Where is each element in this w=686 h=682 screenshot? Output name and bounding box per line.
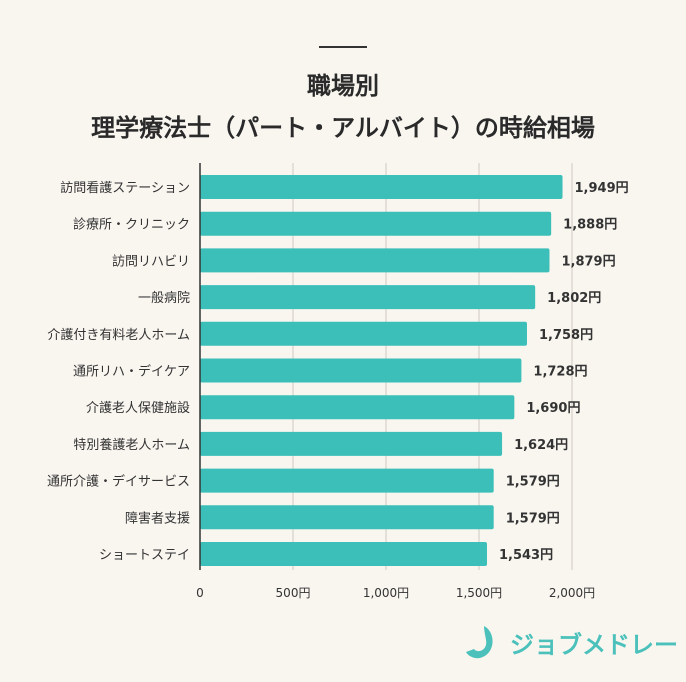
category-label: 障害者支援 (125, 510, 190, 526)
title-rule (319, 46, 367, 48)
category-label: 一般病院 (138, 290, 190, 306)
x-tick-label: 0 (196, 586, 204, 600)
bar (200, 321, 527, 346)
jobmedley-logo-icon (466, 626, 493, 659)
x-tick-label: 2,000円 (549, 586, 595, 600)
data-label: 1,879円 (561, 254, 615, 269)
logo: ジョブメドレー (462, 622, 678, 662)
x-tick-label: 1,000円 (363, 586, 409, 600)
chart-title-line2: 理学療法士（パート・アルバイト）の時給相場 (91, 114, 595, 142)
data-label: 1,758円 (539, 328, 593, 343)
bar (200, 358, 522, 383)
bar (200, 175, 563, 199)
category-label: 通所リハ・デイケア (73, 364, 190, 380)
bar (200, 395, 515, 420)
bar (200, 211, 552, 236)
chart-title-line1: 職場別 (307, 72, 379, 100)
category-label: ショートステイ (99, 548, 190, 563)
data-label: 1,949円 (575, 181, 629, 196)
data-label: 1,579円 (506, 475, 560, 490)
bar (200, 248, 550, 273)
data-label: 1,690円 (526, 401, 580, 416)
category-label: 診療所・クリニック (73, 217, 190, 233)
logo-text: ジョブメドレー (510, 630, 678, 659)
category-label: 訪問看護ステーション (60, 180, 190, 196)
x-tick-label: 500円 (276, 586, 311, 600)
bar (200, 285, 536, 310)
data-label: 1,728円 (533, 365, 587, 380)
bar (200, 468, 494, 493)
data-label: 1,543円 (499, 548, 553, 563)
data-label: 1,624円 (514, 438, 568, 453)
category-label: 介護老人保健施設 (86, 400, 190, 416)
data-label: 1,802円 (547, 291, 601, 306)
category-label: 訪問リハビリ (112, 253, 190, 269)
category-label: 通所介護・デイサービス (47, 474, 190, 490)
bar (200, 542, 487, 566)
x-tick-label: 1,500円 (456, 586, 502, 600)
bar (200, 505, 494, 530)
category-label: 特別養護老人ホーム (73, 437, 190, 453)
category-label: 介護付き有料老人ホーム (47, 327, 190, 343)
data-label: 1,579円 (506, 511, 560, 526)
bar (200, 431, 503, 456)
data-label: 1,888円 (563, 218, 617, 233)
